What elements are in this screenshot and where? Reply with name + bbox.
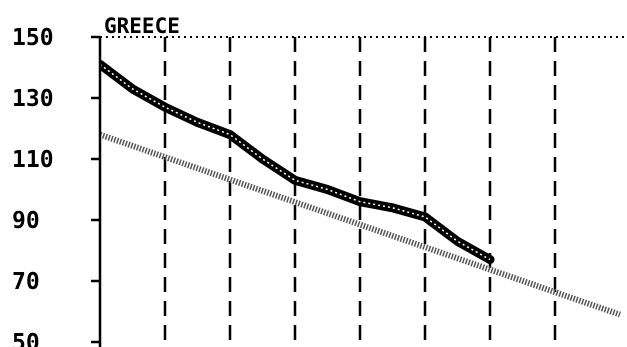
y-tick-label: 90 — [12, 208, 40, 234]
y-tick-label: 110 — [12, 147, 54, 173]
chart-title: GREECE — [104, 14, 180, 38]
y-tick-label: 50 — [12, 330, 40, 347]
y-tick-label: 150 — [12, 25, 54, 51]
y-tick-label: 70 — [12, 269, 40, 295]
y-tick-label: 130 — [12, 86, 54, 112]
